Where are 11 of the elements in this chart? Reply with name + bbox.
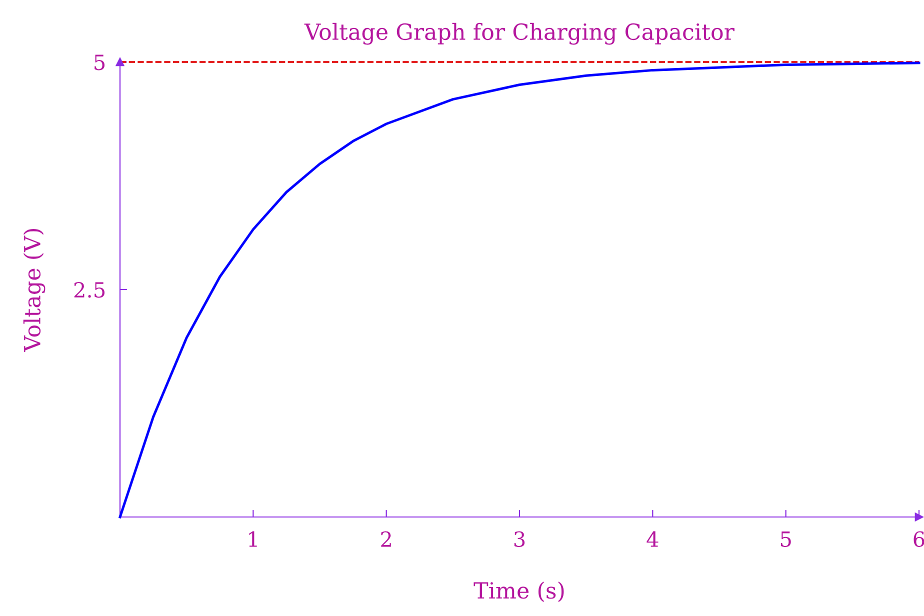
x-axis-title: Time (s) bbox=[474, 582, 564, 602]
x-tick-label: 1 bbox=[249, 531, 257, 547]
line-series bbox=[118, 62, 920, 518]
x-tick-label: 5 bbox=[780, 532, 791, 548]
chart-title: Voltage Graph for Charging Capacitor bbox=[304, 22, 734, 45]
x-tick-label: 4 bbox=[646, 531, 658, 547]
x-tick-label: 6 bbox=[914, 531, 924, 548]
y-axis-title: Voltage (V) bbox=[23, 229, 46, 352]
y-tick-label: 2.5 bbox=[74, 282, 105, 298]
x-tick-label: 3 bbox=[514, 531, 525, 548]
x-tick-label: 2 bbox=[381, 531, 391, 547]
